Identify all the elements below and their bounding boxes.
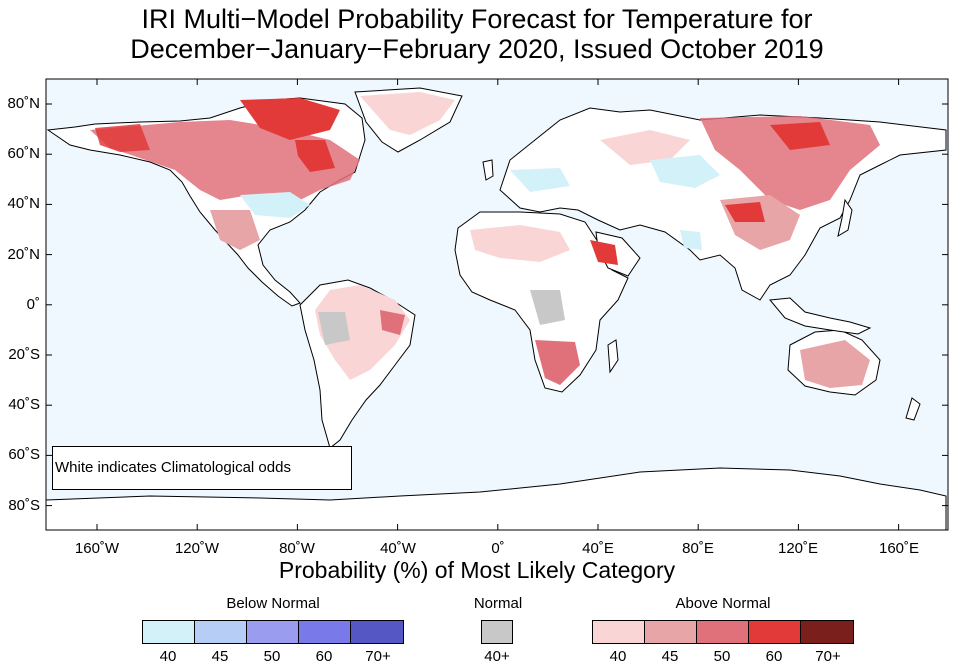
legend-above-swatches [592,620,854,644]
above-normal-alaska [95,124,150,152]
legend-swatch [593,621,645,643]
legend-swatch [482,621,512,643]
legend-below-label: 70+ [365,648,391,665]
x-tick-label: 160˚W [74,540,120,557]
legend-swatch [645,621,697,643]
title-line-1: IRI Multi−Model Probability Forecast for… [141,4,813,34]
y-tick-label: 60˚N [7,145,40,162]
below-normal-central-asia [650,155,720,188]
y-tick-label: 0˚ [26,296,40,313]
forecast-shading [90,92,880,388]
legend-above-label: 50 [713,648,731,665]
legend-above-title: Above Normal [675,595,771,612]
y-tick-label: 60˚S [8,446,40,463]
below-normal-us-east [240,192,310,218]
above-normal-europe-east [600,130,690,165]
x-tick-label: 40˚W [380,540,416,557]
y-tick-label: 20˚N [7,246,40,263]
x-tick-label: 40˚E [582,540,614,557]
x-axis-title: Probability (%) of Most Likely Category [278,557,676,583]
legend-above-label: 45 [661,648,679,665]
below-normal-india [680,230,702,250]
above-normal-siberia-core [770,122,830,150]
x-tick-label: 80˚W [279,540,315,557]
british-isles [482,159,494,181]
antarctica [45,467,947,531]
above-normal-tibet [725,202,765,222]
above-normal-australia [800,340,870,388]
normal-central-africa [530,290,565,325]
legend-above-label: 70+ [815,648,841,665]
above-normal-east-africa [590,240,618,265]
below-normal-europe [510,168,570,192]
above-normal-southern-africa [535,340,580,385]
above-normal-canada-arctic [240,98,340,140]
legend-swatch [351,621,403,643]
legend-normal-swatches [481,620,513,644]
legend-below-label: 60 [315,648,333,665]
above-normal-siberia [700,116,880,210]
legend-swatch [749,621,801,643]
above-normal-south-america [315,285,410,380]
japan [837,198,853,238]
legend-normal-label: 40+ [484,648,510,665]
legend-above-label: 60 [765,648,783,665]
above-normal-greenland [360,92,455,135]
legend-normal-title: Normal [473,595,523,612]
x-tick-label: 160˚E [878,540,920,557]
above-normal-amazon [380,310,405,335]
legend-below-label: 40 [159,648,177,665]
indonesia [769,297,872,335]
legend-below-swatches [142,620,404,644]
above-normal-north-africa [470,225,570,262]
above-normal-mexico [210,210,260,250]
y-tick-label: 20˚S [8,346,40,363]
x-tick-label: 0˚ [491,540,505,557]
y-tick-label: 80˚S [8,497,40,514]
axis-ticks [46,79,948,530]
x-tick-label: 120˚W [174,540,220,557]
y-tick-label: 40˚N [7,195,40,212]
legend-swatch [299,621,351,643]
legend-swatch [195,621,247,643]
title-line-2: December−January−February 2020, Issued O… [130,34,824,64]
above-normal-hudson [295,140,335,172]
legend-below-title: Below Normal [226,595,320,612]
legend-above-label: 40 [609,648,627,665]
above-normal-north-america [90,120,360,200]
legend-below-label: 50 [263,648,281,665]
normal-amazon-west [318,312,350,345]
legend-swatch [801,621,853,643]
y-tick-label: 40˚S [8,396,40,413]
y-tick-label: 80˚N [7,95,40,112]
legend-below-label: 45 [211,648,229,665]
madagascar [607,339,619,374]
new-zealand [905,397,921,421]
legend-swatch [143,621,195,643]
x-tick-label: 120˚E [777,540,819,557]
legend-swatch [247,621,299,643]
legend-swatch [697,621,749,643]
x-tick-label: 80˚E [682,540,714,557]
climatological-note: White indicates Climatological odds [52,446,352,490]
